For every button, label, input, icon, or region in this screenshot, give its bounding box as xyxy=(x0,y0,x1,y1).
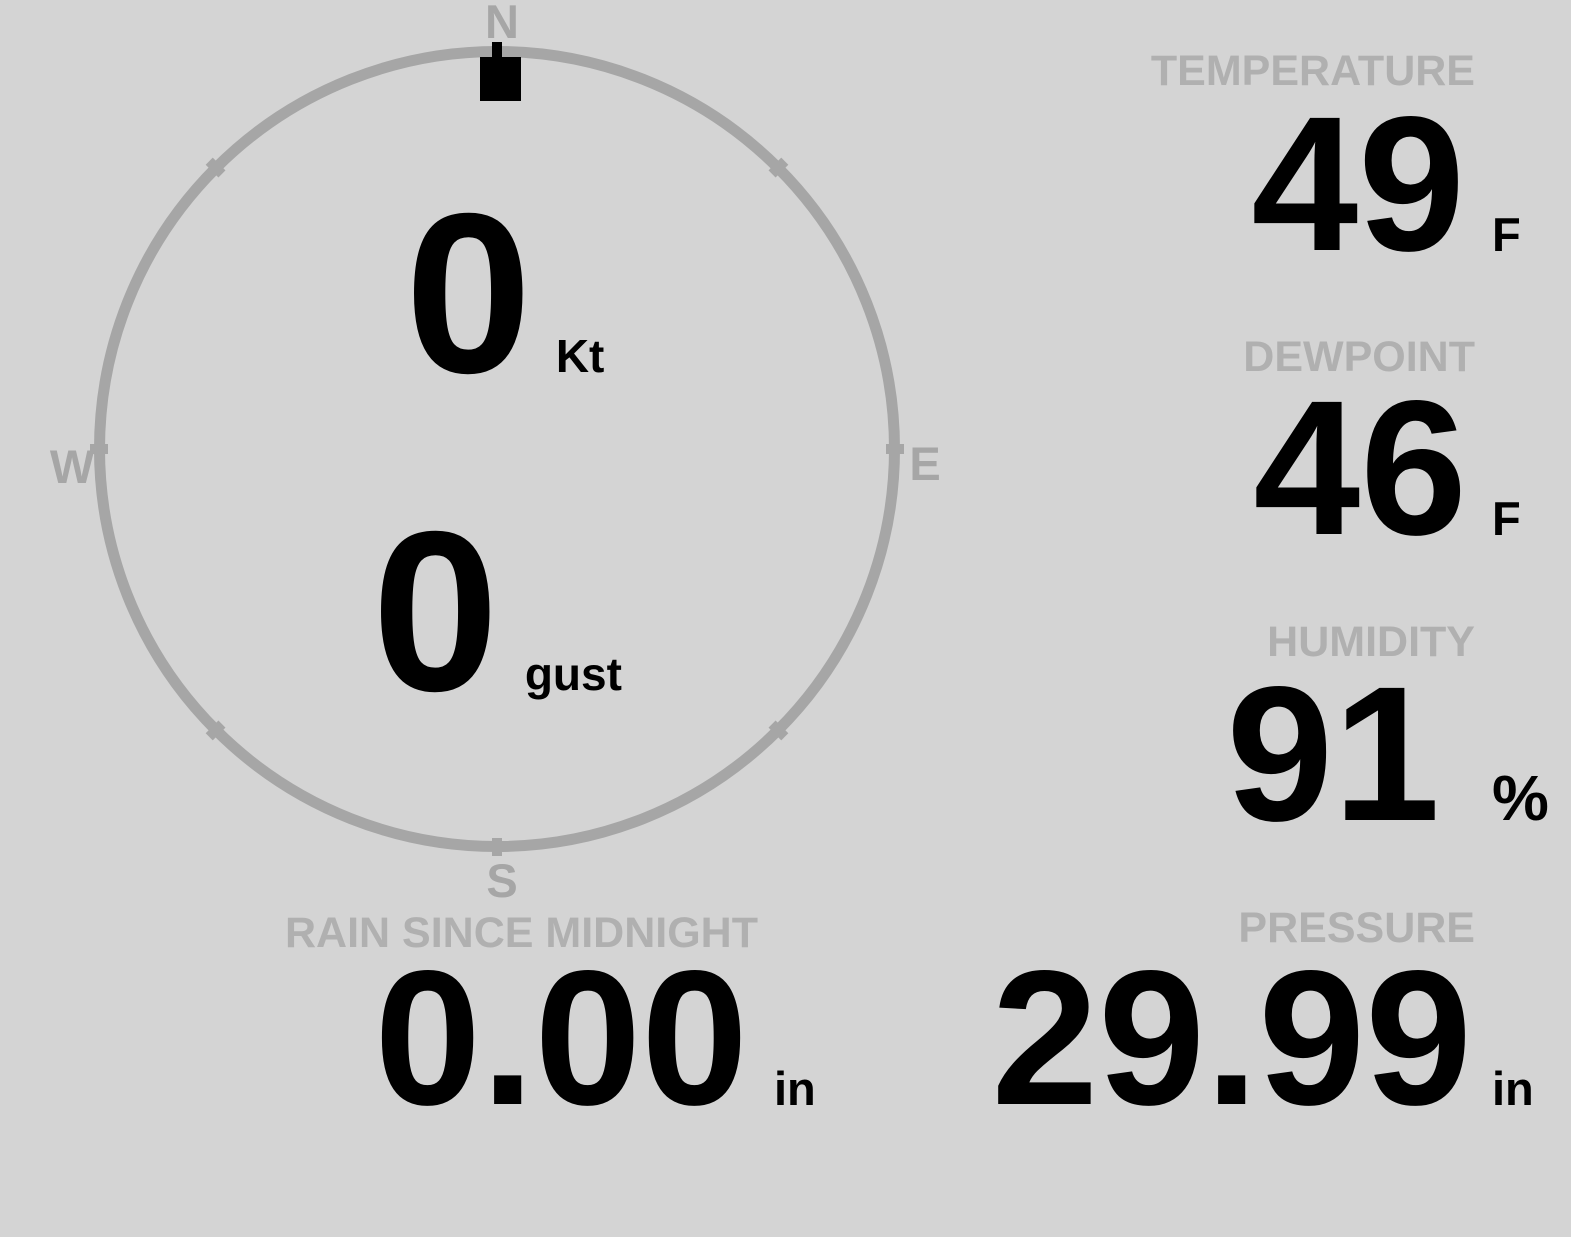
dewpoint-value: 46 xyxy=(1253,360,1467,575)
wind-direction-marker xyxy=(480,57,521,101)
compass-tick-north xyxy=(492,42,502,60)
humidity-value: 91 xyxy=(1226,646,1440,861)
wind-speed-value: 0 xyxy=(405,167,532,421)
wind-gust: 0 gust xyxy=(372,498,622,726)
humidity-unit: % xyxy=(1492,762,1549,834)
temperature-unit: F xyxy=(1492,208,1521,261)
wind-speed: 0 Kt xyxy=(405,180,604,408)
compass-tick-east xyxy=(886,444,904,454)
temperature-label: TEMPERATURE xyxy=(1150,47,1475,95)
cardinal-label-west: W xyxy=(49,440,95,493)
pressure-label: PRESSURE xyxy=(1238,904,1475,952)
cardinal-label-south: S xyxy=(486,854,518,907)
dewpoint-label: DEWPOINT xyxy=(1243,333,1475,381)
temperature-value: 49 xyxy=(1251,76,1465,291)
wind-speed-unit: Kt xyxy=(555,330,605,382)
dewpoint-unit: F xyxy=(1492,492,1521,545)
wind-gust-value: 0 xyxy=(372,485,499,739)
rain-since-midnight-value: 0.00 xyxy=(374,930,748,1145)
cardinal-label-east: E xyxy=(909,437,941,490)
humidity-label: HUMIDITY xyxy=(1267,618,1475,666)
pressure-value: 29.99 xyxy=(991,930,1472,1145)
rain-since-midnight-unit: in xyxy=(774,1062,816,1115)
wind-gust-unit: gust xyxy=(524,648,622,700)
rain-since-midnight-label: RAIN SINCE MIDNIGHT xyxy=(285,909,758,957)
pressure-unit: in xyxy=(1492,1062,1534,1115)
cardinal-label-north: N xyxy=(485,0,519,48)
